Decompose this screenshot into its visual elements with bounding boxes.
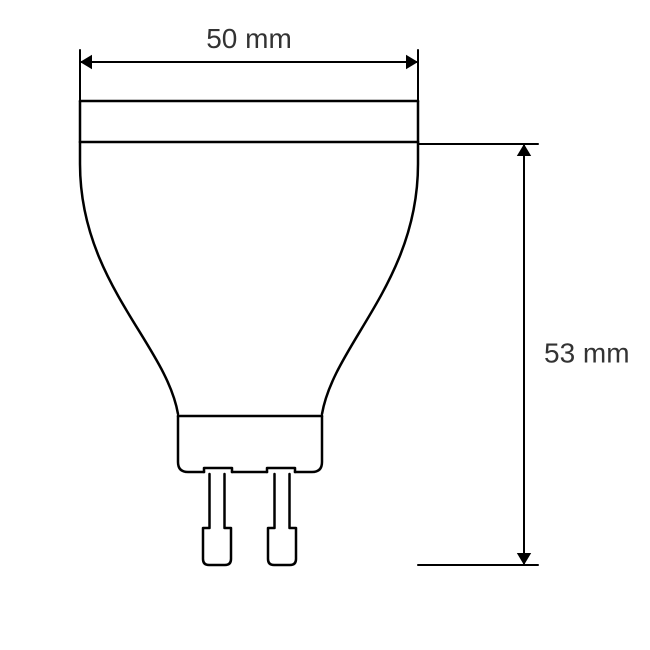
height-dimension-label: 53 mm <box>544 338 630 369</box>
width-dimension-label: 50 mm <box>206 23 292 54</box>
